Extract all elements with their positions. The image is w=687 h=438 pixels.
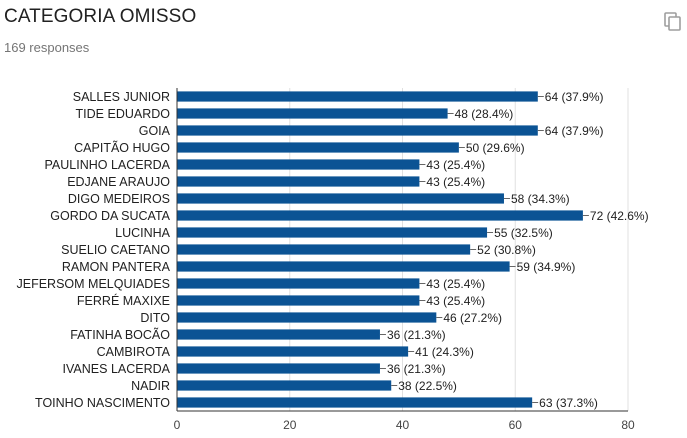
data-label: 48 (28.4%) — [455, 107, 514, 121]
category-label: EDJANE ARAUJO — [67, 175, 170, 189]
bar — [177, 91, 538, 102]
data-label: 46 (27.2%) — [443, 311, 502, 325]
bar — [177, 176, 420, 187]
bar — [177, 108, 448, 119]
data-label: 38 (22.5%) — [398, 379, 457, 393]
bar — [177, 193, 504, 204]
category-label: FERRÉ MAXIXE — [77, 293, 170, 308]
x-tick-label: 60 — [509, 418, 523, 432]
response-count: 169 responses — [4, 40, 90, 55]
data-label: 72 (42.6%) — [590, 209, 649, 223]
category-label: SUELIO CAETANO — [61, 243, 170, 257]
data-label: 43 (25.4%) — [426, 294, 485, 308]
data-label: 52 (30.8%) — [477, 243, 536, 257]
bar — [177, 380, 392, 391]
x-tick-label: 0 — [174, 418, 181, 432]
category-label: PAULINHO LACERDA — [45, 158, 171, 172]
category-label: SALLES JUNIOR — [73, 90, 170, 104]
bar — [177, 227, 488, 238]
category-label: DITO — [140, 311, 170, 325]
data-label: 64 (37.9%) — [545, 124, 604, 138]
data-label: 43 (25.4%) — [426, 158, 485, 172]
category-label: LUCINHA — [115, 226, 171, 240]
bar — [177, 244, 471, 255]
bar — [177, 125, 538, 136]
bar — [177, 142, 459, 153]
data-label: 63 (37.3%) — [539, 396, 598, 410]
bar — [177, 210, 583, 221]
bar — [177, 295, 420, 306]
chart-title: CATEGORIA OMISSO — [4, 6, 197, 27]
x-tick-label: 20 — [283, 418, 297, 432]
bar — [177, 261, 510, 272]
category-label: GORDO DA SUCATA — [50, 209, 170, 223]
bar — [177, 397, 533, 408]
data-label: 41 (24.3%) — [415, 345, 474, 359]
data-label: 59 (34.9%) — [517, 260, 576, 274]
category-label: CAMBIROTA — [97, 345, 171, 359]
data-label: 36 (21.3%) — [387, 328, 446, 342]
data-label: 50 (29.6%) — [466, 141, 525, 155]
data-label: 64 (37.9%) — [545, 90, 604, 104]
copy-icon[interactable] — [664, 12, 682, 32]
category-label: CAPITÃO HUGO — [74, 141, 170, 155]
bar — [177, 278, 420, 289]
data-label: 43 (25.4%) — [426, 277, 485, 291]
bar — [177, 329, 380, 340]
category-label: NADIR — [131, 379, 170, 393]
data-label: 36 (21.3%) — [387, 362, 446, 376]
data-label: 43 (25.4%) — [426, 175, 485, 189]
bar — [177, 363, 380, 374]
category-label: GOIA — [139, 124, 171, 138]
data-label: 55 (32.5%) — [494, 226, 553, 240]
category-label: IVANES LACERDA — [63, 362, 171, 376]
category-label: TIDE EDUARDO — [76, 107, 171, 121]
category-label: FATINHA BOCÃO — [70, 328, 170, 342]
category-label: JEFERSOM MELQUIADES — [17, 277, 171, 291]
bar — [177, 312, 437, 323]
x-tick-label: 80 — [621, 418, 635, 432]
bar — [177, 159, 420, 170]
x-tick-label: 40 — [396, 418, 410, 432]
category-label: TOINHO NASCIMENTO — [35, 396, 170, 410]
bar — [177, 346, 409, 357]
category-label: DIGO MEDEIROS — [68, 192, 170, 206]
data-label: 58 (34.3%) — [511, 192, 570, 206]
category-label: RAMON PANTERA — [62, 260, 171, 274]
